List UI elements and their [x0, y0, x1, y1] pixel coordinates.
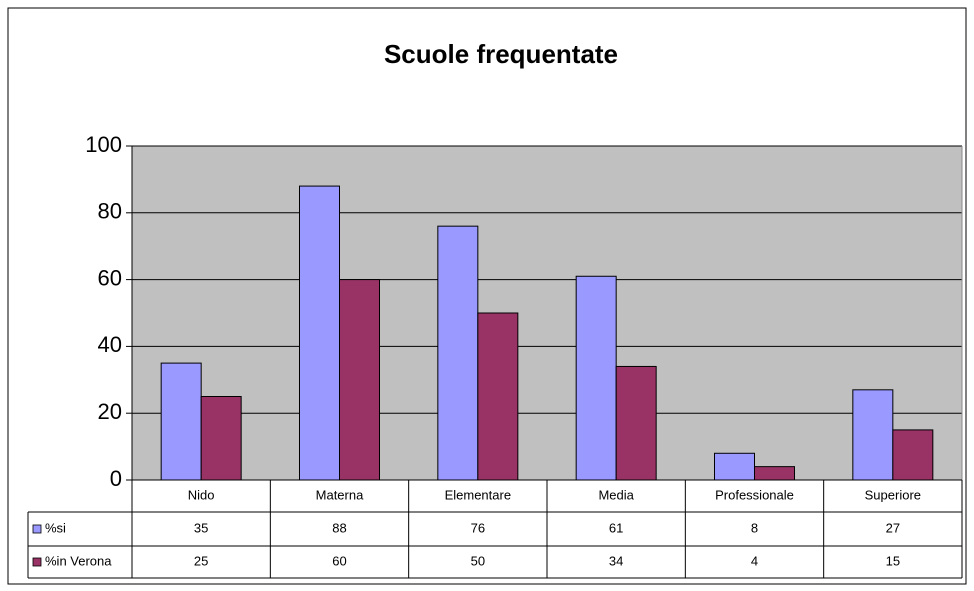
- y-tick-label: 60: [98, 265, 122, 290]
- bar: [714, 452, 755, 481]
- x-tick-label: Superiore: [865, 487, 921, 502]
- legend-swatch: [32, 524, 42, 534]
- table-value: 34: [609, 553, 623, 568]
- table-value: 25: [194, 553, 208, 568]
- bar: [852, 389, 894, 481]
- table-value: 50: [471, 553, 485, 568]
- x-tick-label: Materna: [316, 487, 364, 502]
- bar: [575, 275, 617, 481]
- bar: [754, 466, 795, 481]
- y-tick-label: 100: [85, 132, 122, 157]
- table-value: 27: [886, 520, 900, 535]
- bar: [299, 185, 340, 481]
- x-tick-label: Elementare: [445, 487, 511, 502]
- x-tick-label: Nido: [188, 487, 215, 502]
- table-value: 61: [609, 520, 623, 535]
- y-tick-label: 20: [98, 399, 122, 424]
- legend-label: %si: [45, 520, 66, 535]
- y-tick-label: 40: [98, 332, 122, 357]
- x-tick-label: Media: [598, 487, 634, 502]
- table-value: 8: [751, 520, 758, 535]
- table-value: 60: [332, 553, 346, 568]
- bar: [892, 429, 934, 481]
- y-tick-label: 0: [110, 466, 122, 491]
- table-value: 76: [471, 520, 485, 535]
- bar: [477, 312, 519, 481]
- bar: [437, 225, 479, 481]
- x-tick-label: Professionale: [715, 487, 794, 502]
- bar: [615, 365, 657, 481]
- chart-title: Scuole frequentate: [384, 39, 618, 69]
- y-tick-label: 80: [98, 199, 122, 224]
- bar: [339, 279, 380, 481]
- table-value: 88: [332, 520, 346, 535]
- legend-swatch: [32, 557, 42, 567]
- table-value: 35: [194, 520, 208, 535]
- legend-label: %in Verona: [45, 553, 112, 568]
- bar: [200, 396, 242, 481]
- bar: [160, 362, 202, 481]
- plot-area: [132, 146, 962, 480]
- table-value: 4: [751, 553, 758, 568]
- table-value: 15: [886, 553, 900, 568]
